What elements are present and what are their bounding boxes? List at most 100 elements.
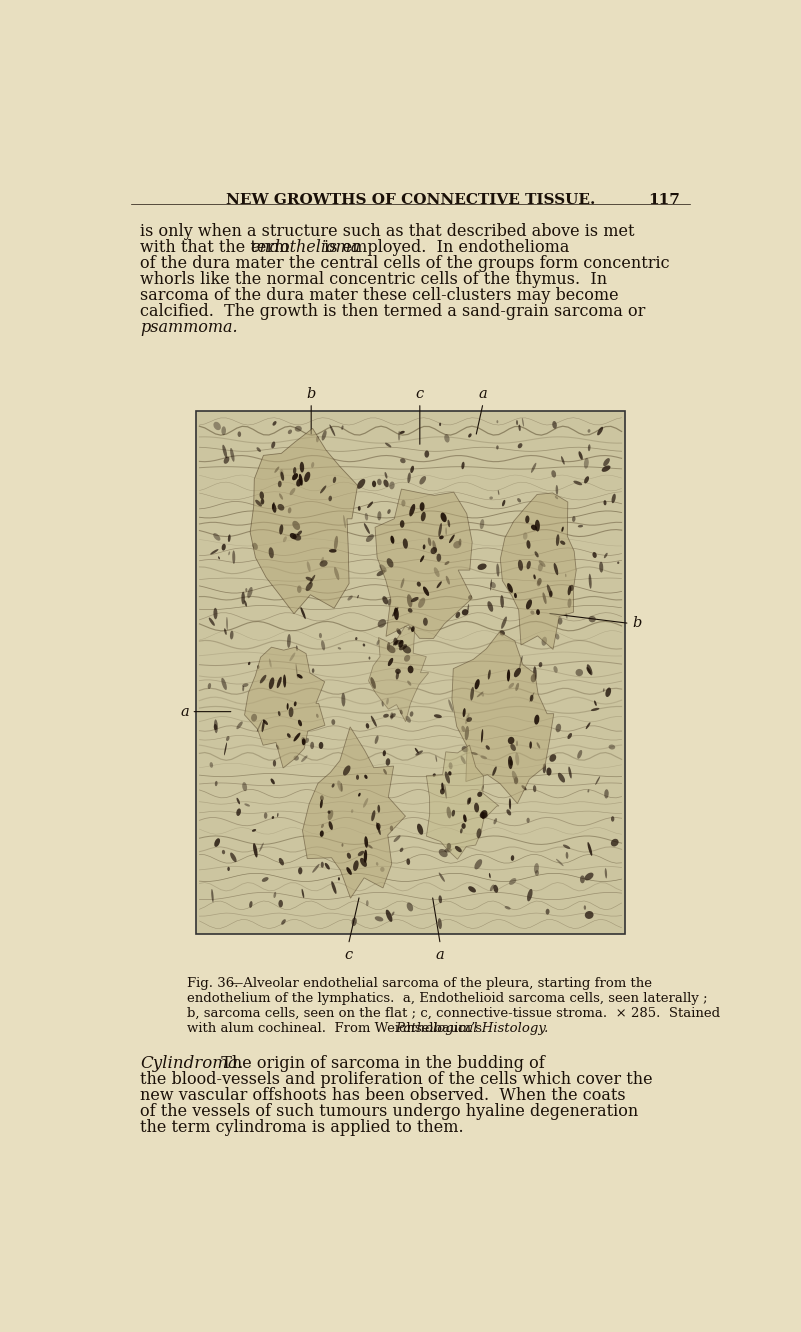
Ellipse shape — [417, 823, 423, 835]
Ellipse shape — [368, 657, 370, 659]
Ellipse shape — [570, 585, 574, 591]
Polygon shape — [250, 429, 357, 614]
Ellipse shape — [434, 714, 442, 718]
Ellipse shape — [230, 852, 236, 862]
Ellipse shape — [242, 683, 248, 687]
Ellipse shape — [505, 906, 510, 910]
Ellipse shape — [214, 838, 220, 847]
Ellipse shape — [210, 549, 219, 554]
Ellipse shape — [281, 919, 286, 924]
Ellipse shape — [210, 762, 213, 767]
Ellipse shape — [316, 714, 319, 718]
Ellipse shape — [453, 541, 461, 549]
Ellipse shape — [446, 575, 450, 585]
Ellipse shape — [387, 645, 396, 653]
Ellipse shape — [441, 513, 447, 522]
Ellipse shape — [481, 785, 484, 791]
Ellipse shape — [521, 786, 526, 790]
Ellipse shape — [376, 639, 380, 645]
Ellipse shape — [541, 637, 547, 646]
Ellipse shape — [389, 482, 395, 489]
Ellipse shape — [390, 826, 393, 831]
Ellipse shape — [375, 735, 379, 745]
Ellipse shape — [556, 534, 559, 546]
Ellipse shape — [467, 603, 469, 613]
Ellipse shape — [474, 859, 482, 870]
Ellipse shape — [549, 590, 553, 597]
Ellipse shape — [320, 485, 326, 493]
Ellipse shape — [213, 607, 217, 619]
Ellipse shape — [271, 778, 275, 785]
Ellipse shape — [256, 448, 261, 452]
Ellipse shape — [501, 617, 507, 629]
Ellipse shape — [586, 722, 590, 729]
Ellipse shape — [207, 683, 211, 689]
Ellipse shape — [264, 813, 268, 819]
Ellipse shape — [533, 785, 537, 793]
Ellipse shape — [410, 711, 413, 717]
Ellipse shape — [364, 850, 367, 863]
Ellipse shape — [347, 852, 351, 859]
Ellipse shape — [609, 745, 615, 750]
Ellipse shape — [312, 864, 320, 872]
Ellipse shape — [516, 741, 518, 746]
Ellipse shape — [507, 583, 513, 593]
Ellipse shape — [338, 878, 340, 880]
Ellipse shape — [279, 858, 284, 866]
Ellipse shape — [253, 843, 258, 858]
Ellipse shape — [585, 872, 594, 880]
Ellipse shape — [320, 799, 323, 809]
Ellipse shape — [515, 683, 519, 691]
Ellipse shape — [428, 538, 431, 546]
Ellipse shape — [556, 723, 562, 733]
Ellipse shape — [319, 742, 324, 749]
Ellipse shape — [445, 527, 447, 535]
Ellipse shape — [276, 677, 282, 689]
Ellipse shape — [433, 774, 436, 777]
Ellipse shape — [439, 535, 444, 539]
Ellipse shape — [363, 798, 368, 807]
Ellipse shape — [232, 550, 235, 563]
Ellipse shape — [381, 701, 384, 707]
Ellipse shape — [605, 868, 607, 878]
Ellipse shape — [366, 534, 374, 542]
Ellipse shape — [578, 525, 583, 527]
Ellipse shape — [407, 594, 413, 607]
Ellipse shape — [588, 429, 590, 433]
Ellipse shape — [358, 506, 360, 510]
Ellipse shape — [511, 855, 514, 860]
Ellipse shape — [341, 425, 344, 430]
Ellipse shape — [603, 689, 605, 691]
Ellipse shape — [449, 762, 453, 770]
Text: c: c — [344, 947, 352, 962]
Ellipse shape — [538, 561, 545, 567]
Ellipse shape — [409, 503, 415, 517]
Ellipse shape — [525, 515, 529, 523]
Ellipse shape — [480, 519, 485, 529]
Ellipse shape — [611, 494, 616, 503]
Ellipse shape — [280, 472, 284, 481]
Ellipse shape — [485, 745, 490, 750]
Ellipse shape — [468, 433, 472, 437]
Ellipse shape — [506, 810, 511, 815]
Ellipse shape — [408, 609, 413, 613]
Ellipse shape — [228, 551, 230, 555]
Ellipse shape — [530, 610, 534, 614]
Ellipse shape — [273, 892, 276, 898]
Ellipse shape — [304, 738, 309, 743]
Ellipse shape — [461, 823, 465, 829]
Ellipse shape — [293, 468, 296, 474]
Ellipse shape — [377, 478, 381, 485]
Text: of the dura mater the central cells of the groups form concentric: of the dura mater the central cells of t… — [140, 256, 670, 272]
Ellipse shape — [448, 771, 452, 775]
Ellipse shape — [311, 462, 314, 468]
Ellipse shape — [480, 813, 488, 818]
Ellipse shape — [262, 719, 264, 733]
Ellipse shape — [341, 693, 345, 706]
Ellipse shape — [245, 587, 248, 591]
Ellipse shape — [490, 582, 496, 589]
Ellipse shape — [288, 707, 293, 717]
Ellipse shape — [465, 726, 469, 741]
Ellipse shape — [213, 533, 220, 541]
Ellipse shape — [588, 445, 590, 452]
